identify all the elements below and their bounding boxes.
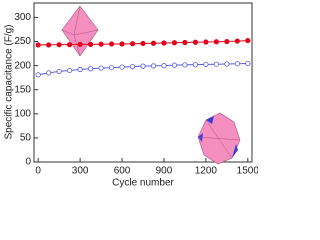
x-tick-label: 1500: [237, 166, 258, 177]
point: [161, 40, 167, 46]
y-tick-label: 50: [20, 133, 32, 144]
point: [161, 63, 167, 69]
y-tick-label: 300: [14, 12, 31, 23]
point: [119, 64, 125, 70]
point: [234, 38, 240, 44]
chart: Cycle number Specific capacitance (F/g) …: [4, 2, 258, 189]
point: [35, 42, 41, 48]
x-axis-label: Cycle number: [112, 178, 174, 189]
point: [119, 41, 125, 47]
point: [203, 61, 209, 68]
point: [46, 42, 52, 48]
point: [182, 62, 188, 68]
point: [129, 64, 136, 70]
y-tick-label: 100: [14, 108, 31, 119]
point: [108, 64, 115, 71]
y-tick-label: 150: [14, 84, 31, 95]
point: [245, 60, 251, 67]
point: [77, 41, 83, 48]
x-tick-label: 1200: [195, 166, 218, 177]
point: [98, 65, 104, 71]
y-tick-label: 0: [25, 157, 31, 168]
point: [129, 41, 136, 47]
point: [171, 40, 178, 46]
point: [182, 39, 188, 46]
point: [67, 67, 73, 74]
point: [46, 70, 52, 76]
point: [67, 42, 73, 48]
y-tick-label: 200: [14, 60, 31, 71]
point: [140, 63, 146, 69]
point: [192, 62, 199, 68]
point: [150, 40, 157, 46]
point: [192, 39, 199, 45]
x-tick-label: 0: [35, 166, 41, 177]
point: [213, 61, 219, 67]
point: [203, 39, 209, 45]
point: [87, 41, 94, 48]
y-axis-label: Specific capacitance (F/g): [4, 24, 15, 139]
point: [213, 39, 219, 45]
octahedron-bottom: [197, 112, 241, 165]
point: [140, 40, 146, 47]
x-tick-label: 300: [72, 166, 89, 177]
point: [224, 61, 230, 67]
point: [98, 41, 104, 47]
plot-frame: [33, 2, 253, 163]
x-tick-label: 600: [114, 166, 131, 177]
point: [77, 66, 83, 73]
point: [171, 62, 178, 68]
point: [108, 41, 115, 47]
point: [245, 37, 251, 44]
x-tick-label: 900: [156, 166, 173, 177]
y-tick-label: 250: [14, 36, 31, 47]
point: [35, 72, 41, 78]
point: [234, 61, 240, 67]
page: Cycle number Specific capacitance (F/g) …: [3, 2, 258, 189]
octahedron-top: [61, 5, 99, 57]
point: [56, 68, 62, 75]
point: [87, 66, 94, 72]
point: [150, 63, 157, 69]
point: [56, 42, 62, 48]
point: [224, 38, 230, 45]
